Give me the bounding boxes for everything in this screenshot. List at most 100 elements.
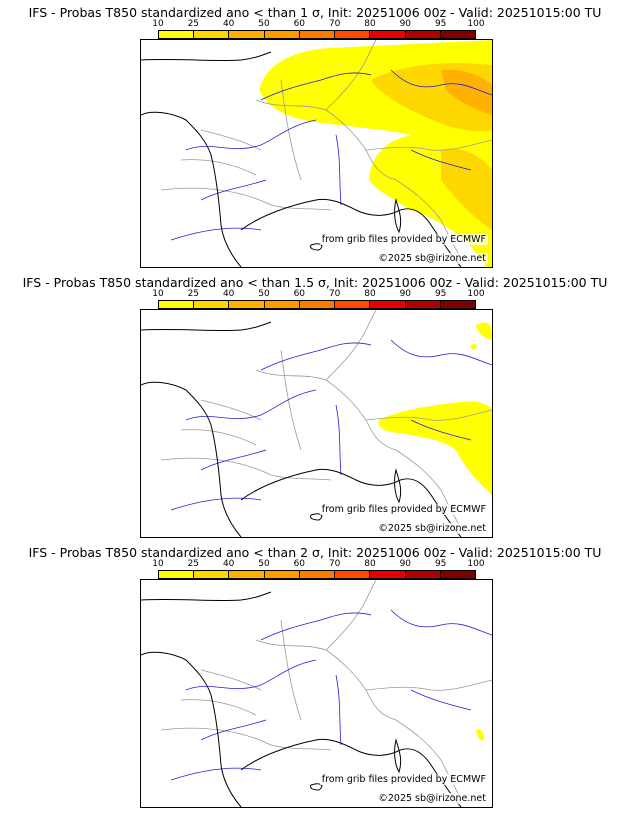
river-line	[410, 689, 472, 711]
panel-title: IFS - Probas T850 standardized ano < tha…	[28, 545, 602, 560]
border-line	[365, 139, 492, 151]
probability-area	[378, 401, 492, 495]
legend-tick: 25	[187, 19, 200, 29]
river-line	[390, 339, 492, 366]
coast-line	[240, 198, 462, 267]
legend-swatch	[298, 301, 335, 308]
river-line	[260, 72, 372, 101]
map-svg	[141, 40, 492, 267]
legend-swatch	[193, 301, 229, 308]
border-line	[255, 99, 397, 181]
map-panel-2: IFS - Probas T850 standardized ano < tha…	[0, 275, 630, 545]
river-line	[390, 69, 492, 96]
legend-swatch	[439, 301, 475, 308]
coast-line	[141, 591, 272, 602]
legend-tick: 40	[222, 289, 235, 299]
border-line	[180, 619, 302, 721]
river-line	[410, 149, 472, 171]
border-line	[180, 79, 302, 181]
legend-tick: 40	[222, 559, 235, 569]
river-line	[200, 449, 267, 471]
river-line	[185, 659, 317, 691]
border-line	[180, 349, 302, 451]
color-legend: 10 25 40 50 60 70 80 90 95 100	[152, 19, 485, 41]
coast-line	[240, 738, 462, 807]
color-legend: 10 25 40 50 60 70 80 90 95 100	[152, 289, 485, 311]
map-panel-3: IFS - Probas T850 standardized ano < tha…	[0, 545, 630, 815]
border-line	[255, 639, 397, 721]
panel-title: IFS - Probas T850 standardized ano < tha…	[28, 5, 602, 20]
country-borders	[160, 40, 492, 256]
legend-swatch	[193, 571, 229, 578]
country-borders	[160, 580, 492, 796]
legend-swatch	[228, 301, 264, 308]
legend-swatch	[228, 31, 264, 38]
legend-tick: 25	[187, 289, 200, 299]
map-area: from grib files provided by ECMWF ©2025 …	[140, 579, 493, 808]
legend-ticks: 10 25 40 50 60 70 80 90 95 100	[152, 19, 484, 30]
legend-tick: 100	[467, 559, 485, 569]
probability-area	[441, 69, 492, 115]
river-line	[185, 119, 317, 151]
coast-line	[141, 321, 272, 332]
copyright-credit: ©2025 sb@irizone.net	[376, 253, 488, 264]
river-line	[170, 767, 262, 781]
legend-tick: 90	[399, 559, 412, 569]
legend-tick: 50	[258, 559, 270, 569]
legend-tick: 60	[293, 19, 306, 29]
coast-line	[141, 51, 272, 62]
legend-swatch	[159, 301, 194, 308]
river-line	[170, 497, 262, 511]
legend-ticks: 10 25 40 50 60 70 80 90 95 100	[152, 289, 484, 300]
map-svg	[141, 310, 492, 537]
border-line	[160, 187, 332, 211]
border-line	[325, 40, 377, 111]
legend-tick: 60	[293, 559, 306, 569]
legend-swatch	[439, 571, 475, 578]
legend-tick: 70	[328, 289, 341, 299]
source-credit: from grib files provided by ECMWF	[319, 504, 488, 515]
river-line	[410, 419, 472, 441]
probability-area	[476, 322, 492, 340]
legend-swatch	[369, 301, 405, 308]
legend-tick: 80	[364, 559, 376, 569]
legend-tick: 95	[434, 289, 447, 299]
legend-swatch	[369, 571, 405, 578]
legend-tick: 10	[152, 289, 164, 299]
rivers	[170, 609, 492, 781]
source-credit: from grib files provided by ECMWF	[319, 774, 488, 785]
coast-line	[141, 381, 242, 537]
border-line	[325, 580, 377, 651]
border-line	[255, 369, 397, 451]
legend-tick: 80	[364, 289, 376, 299]
legend-swatch	[439, 31, 475, 38]
river-line	[185, 389, 317, 421]
map-svg	[141, 580, 492, 807]
legend-colorbar	[158, 300, 476, 309]
legend-tick: 10	[152, 559, 164, 569]
coast-line	[141, 111, 242, 267]
legend-tick: 90	[399, 289, 412, 299]
legend-tick: 70	[328, 19, 341, 29]
border-line	[325, 310, 377, 381]
legend-swatch	[159, 31, 194, 38]
legend-tick: 90	[399, 19, 412, 29]
legend-tick: 50	[258, 289, 270, 299]
legend-swatch	[404, 31, 440, 38]
coast-line	[310, 243, 323, 251]
border-line	[160, 457, 332, 481]
source-credit: from grib files provided by ECMWF	[319, 234, 488, 245]
legend-swatch	[298, 571, 335, 578]
coast-line	[240, 468, 462, 537]
probability-area	[470, 343, 477, 350]
river-line	[200, 179, 267, 201]
river-line	[260, 612, 372, 641]
legend-swatch	[159, 571, 194, 578]
copyright-credit: ©2025 sb@irizone.net	[376, 793, 488, 804]
legend-swatch	[263, 571, 299, 578]
legend-tick: 100	[467, 289, 485, 299]
legend-swatch	[263, 31, 299, 38]
coastline	[141, 51, 462, 267]
legend-swatch	[369, 31, 405, 38]
legend-colorbar	[158, 30, 476, 39]
